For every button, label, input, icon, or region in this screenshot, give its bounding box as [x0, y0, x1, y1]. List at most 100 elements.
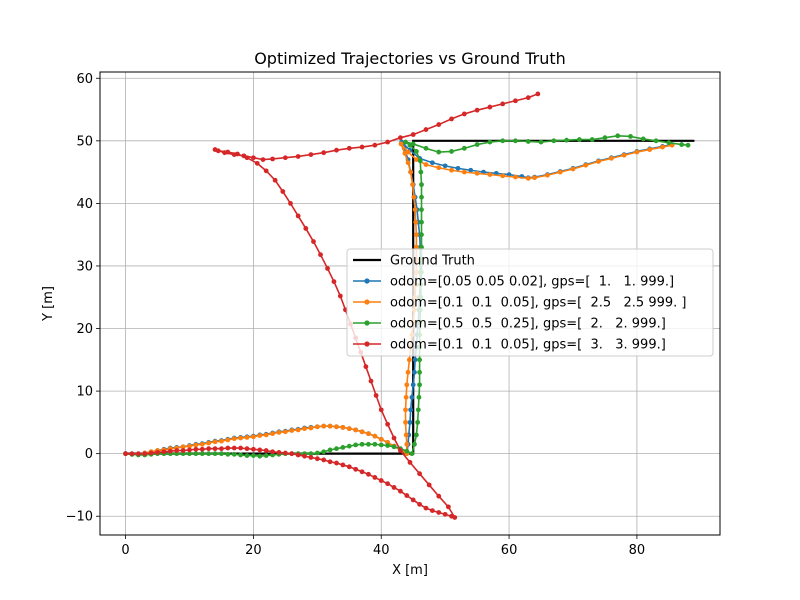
series-point	[325, 266, 330, 271]
series-point	[327, 459, 333, 465]
series-point	[308, 451, 314, 457]
series-point	[270, 431, 275, 437]
series-point	[404, 441, 410, 447]
series-point	[295, 213, 301, 219]
series-point	[238, 435, 244, 441]
series-point	[219, 438, 224, 444]
x-tick-label: 60	[501, 543, 518, 558]
series-point	[161, 449, 167, 455]
series-point	[640, 136, 646, 142]
series-point	[445, 504, 451, 510]
series-point	[513, 98, 518, 104]
series-point	[129, 451, 135, 457]
series-point	[419, 219, 424, 225]
y-tick-label: 40	[76, 197, 93, 212]
legend-entry: odom=[0.05 0.05 0.02], gps=[ 1. 1. 999.]	[390, 275, 674, 290]
series-point	[212, 451, 218, 457]
series-point	[244, 434, 250, 440]
series-point	[423, 145, 429, 151]
series-point	[372, 433, 378, 439]
series-point	[308, 152, 314, 157]
series-point	[423, 162, 429, 168]
series-point	[135, 451, 141, 457]
series-point	[417, 357, 422, 363]
series-point	[551, 138, 557, 144]
series-point	[302, 426, 307, 432]
series-point	[679, 142, 685, 147]
series-point	[615, 133, 621, 139]
series-point	[398, 141, 404, 147]
series-point	[413, 149, 419, 154]
y-tick-label: −10	[66, 510, 93, 525]
series-point	[418, 169, 424, 175]
series-point	[372, 475, 378, 480]
series-point	[270, 156, 275, 162]
series-point	[407, 419, 413, 425]
series-point	[222, 150, 228, 156]
series-point	[231, 445, 237, 451]
series-point	[538, 139, 544, 145]
series-point	[251, 453, 256, 458]
series-point	[413, 232, 419, 238]
series-point	[410, 141, 416, 147]
series-point	[436, 149, 442, 155]
series-point	[378, 478, 384, 483]
series-point	[346, 145, 352, 151]
series-point	[487, 139, 493, 145]
series-point	[404, 382, 410, 388]
series-line	[125, 143, 673, 456]
series-point	[423, 127, 429, 132]
series-point	[231, 152, 237, 157]
series-point	[426, 482, 432, 488]
series-point	[417, 158, 423, 164]
y-axis-label: Y [m]	[41, 286, 56, 322]
series-point	[225, 445, 231, 451]
series-point	[372, 142, 378, 148]
series-point	[289, 428, 295, 433]
series-point	[148, 450, 154, 456]
series-point	[187, 443, 192, 449]
series-point	[334, 147, 339, 153]
series-point	[295, 427, 301, 433]
series-point	[308, 455, 314, 460]
series-point	[199, 451, 205, 457]
series-point	[321, 449, 327, 455]
series-point	[417, 382, 422, 388]
series-point	[461, 169, 467, 175]
series-point	[238, 445, 244, 451]
series-point	[206, 446, 212, 452]
series-point	[289, 451, 295, 457]
series-point	[474, 170, 480, 176]
series-point	[449, 149, 454, 154]
series-point	[337, 293, 343, 299]
series-point	[318, 252, 323, 258]
series-point	[238, 452, 244, 458]
series-point	[270, 449, 275, 455]
series-point	[602, 135, 608, 141]
series-point	[276, 450, 282, 455]
series-point	[142, 451, 148, 457]
series-point	[419, 194, 424, 200]
series-point	[417, 501, 422, 507]
series-point	[340, 462, 346, 468]
series-point	[280, 189, 286, 194]
series-point	[346, 426, 352, 432]
series-point	[685, 142, 691, 148]
series-point	[366, 431, 371, 437]
series-point	[282, 429, 288, 435]
series-point	[378, 436, 384, 442]
series-point	[193, 446, 199, 452]
series-point	[346, 443, 352, 449]
series-point	[647, 147, 653, 152]
series-point	[442, 511, 448, 517]
series-point	[487, 104, 493, 110]
series-point	[282, 450, 288, 456]
series-point	[419, 207, 424, 213]
series-point	[327, 447, 333, 453]
series-point	[403, 407, 408, 413]
series-point	[244, 446, 250, 452]
series-point	[251, 155, 256, 161]
series-point	[314, 450, 320, 456]
series-point	[412, 357, 418, 363]
plot-frame	[99, 71, 721, 536]
